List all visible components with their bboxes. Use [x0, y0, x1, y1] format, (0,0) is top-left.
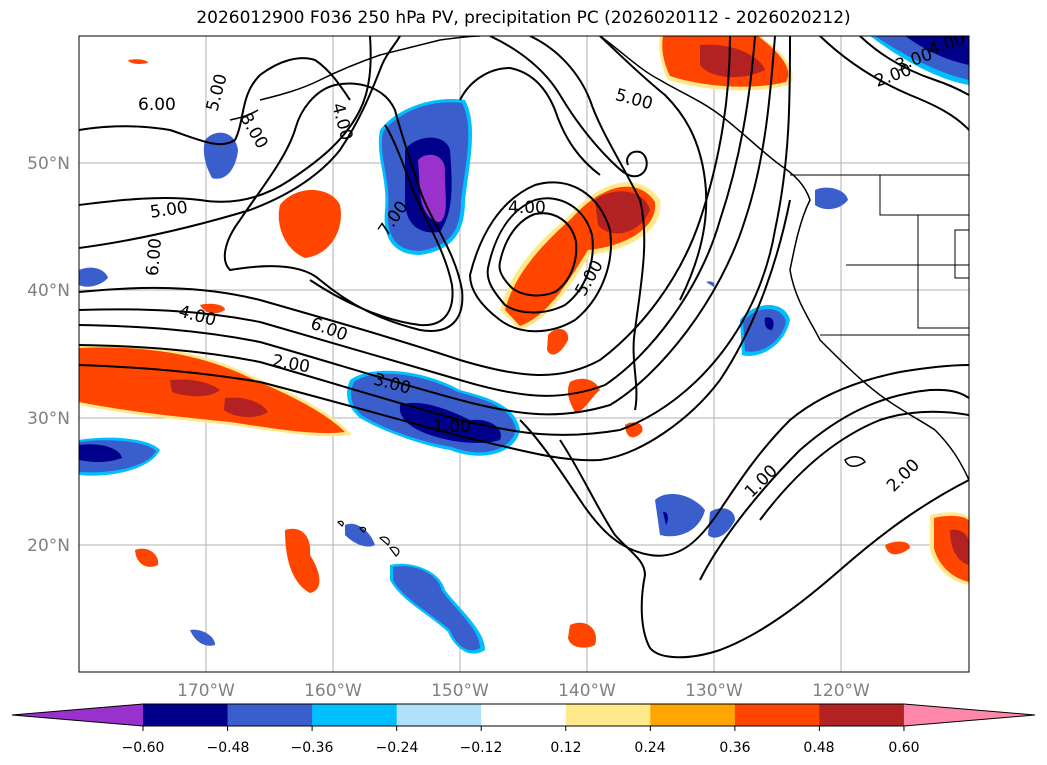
contour-label-4-central: 4.00 [508, 198, 546, 218]
coastlines [229, 36, 969, 557]
contour-label-1-center: 1.00 [433, 417, 471, 437]
lon-label-130w: 130°W [685, 681, 743, 701]
lat-axis-labels: 50°N 40°N 30°N 20°N [27, 154, 70, 556]
lon-label-170w: 170°W [177, 681, 235, 701]
map-frame [78, 35, 970, 673]
colorbar-tick-label: 0.60 [888, 740, 919, 756]
aleutians [259, 36, 481, 101]
lon-label-160w: 160°W [304, 681, 362, 701]
colorbar-tick-label: 0.48 [803, 740, 834, 756]
colorbar-labels: −0.60 −0.48 −0.36 −0.24 −0.12 0.12 0.24 … [122, 740, 920, 756]
lat-label-40n: 40°N [27, 281, 70, 301]
hawaiian-islands [336, 520, 400, 557]
colorbar-extend-low [12, 704, 143, 726]
lon-label-150w: 150°W [431, 681, 489, 701]
contour-label-6-west: 6.00 [138, 95, 176, 115]
colorbar-swatch [396, 704, 482, 726]
colorbar-tick-label: −0.48 [207, 740, 250, 756]
colorbar-tick-label: 0.12 [550, 740, 581, 756]
colorbar-tick-label: −0.12 [460, 740, 503, 756]
colorbar-tick-label: −0.24 [376, 740, 419, 756]
lon-label-120w: 120°W [812, 681, 870, 701]
colorbar-tick-label: 0.36 [719, 740, 750, 756]
gridlines [79, 36, 969, 672]
colorbar-swatch [481, 704, 567, 726]
lat-label-50n: 50°N [27, 154, 70, 174]
lat-label-30n: 30°N [27, 409, 70, 429]
colorbar-swatch [734, 704, 820, 726]
contour-label-6-lower: 6.00 [143, 237, 166, 276]
north-america-coast [599, 36, 969, 481]
lat-label-20n: 20°N [27, 536, 70, 556]
colorbar-tick-label: −0.36 [291, 740, 334, 756]
colorbar-swatch [312, 704, 398, 726]
chart-title: 2026012900 F036 250 hPa PV, precipitatio… [196, 8, 851, 28]
colorbar-swatch [565, 704, 651, 726]
lon-label-140w: 140°W [558, 681, 616, 701]
colorbar [11, 703, 1036, 731]
pv-contours [79, 36, 969, 659]
lon-axis-labels: 170°W 160°W 150°W 140°W 130°W 120°W [177, 681, 870, 701]
colorbar-extend-high [903, 704, 1035, 726]
colorbar-swatch [227, 704, 313, 726]
colorbar-swatch [143, 704, 229, 726]
colorbar-tick-label: 0.24 [634, 740, 665, 756]
colorbar-tick-label: −0.60 [122, 740, 165, 756]
colorbar-swatch [650, 704, 736, 726]
colorbar-swatch [819, 704, 905, 726]
